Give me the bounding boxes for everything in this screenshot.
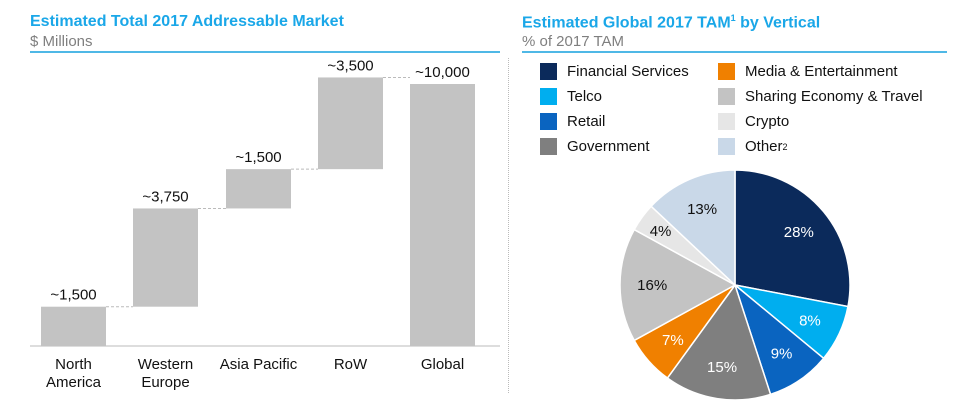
legend-label: Financial Services: [567, 63, 689, 80]
slice-label: 8%: [799, 312, 821, 329]
legend-swatch: [718, 63, 735, 80]
legend-label: Other: [745, 138, 783, 155]
legend-label: Crypto: [745, 113, 790, 130]
panel-separator: [508, 58, 509, 393]
waterfall-bar: [133, 208, 198, 307]
legend-item: Telco: [540, 87, 718, 106]
bar-value-label: ~3,500: [327, 57, 373, 74]
legend-label: Sharing Economy & Travel: [745, 88, 923, 105]
category-label: RoW: [334, 356, 368, 373]
category-label: America: [46, 374, 102, 391]
slice-label: 9%: [771, 345, 793, 362]
legend-label: Telco: [567, 88, 603, 105]
legend-item: Government: [540, 137, 718, 156]
pie-legend: Financial Services Media & Entertainment T…: [540, 62, 958, 156]
legend-item: Retail: [540, 112, 718, 131]
legend-label: Government: [567, 138, 650, 155]
category-label: Europe: [141, 374, 189, 391]
slice-label: 7%: [662, 332, 684, 349]
divider: [30, 51, 500, 53]
legend-item: Media & Entertainment: [718, 62, 958, 81]
waterfall-bar: [318, 77, 383, 170]
legend-swatch: [540, 113, 557, 130]
pie-subtitle: % of 2017 TAM: [522, 33, 624, 50]
category-label: North: [55, 356, 92, 373]
category-label: Asia Pacific: [220, 356, 298, 373]
legend-footnote: 2: [782, 141, 788, 152]
pie-title: Estimated Global 2017 TAM1 by Vertical: [522, 13, 821, 32]
waterfall-bar: [410, 84, 475, 346]
legend-swatch: [718, 113, 735, 130]
slice-label: 16%: [637, 277, 667, 294]
legend-label: Media & Entertainment: [745, 63, 898, 80]
slice-label: 15%: [707, 359, 737, 376]
bar-value-label: ~1,500: [50, 287, 96, 304]
pie-slice: [734, 169, 851, 308]
pie-slice: [619, 228, 737, 342]
bar-value-label: ~3,750: [142, 188, 188, 205]
legend-label: Retail: [567, 113, 606, 130]
pie-slice: [666, 283, 772, 400]
legend-item: Sharing Economy & Travel: [718, 87, 958, 106]
waterfall-title: Estimated Total 2017 Addressable Market: [30, 13, 344, 30]
legend-swatch: [718, 138, 735, 155]
legend-item: Financial Services: [540, 62, 718, 81]
legend-item: Crypto: [718, 112, 958, 131]
waterfall-bar: [226, 169, 291, 209]
bar-value-label: ~10,000: [415, 64, 470, 81]
category-label: Western: [138, 356, 194, 373]
pie-slice: [650, 169, 736, 287]
slice-label: 4%: [650, 223, 672, 240]
waterfall-bar: [41, 306, 106, 346]
legend-swatch: [718, 88, 735, 105]
legend-swatch: [540, 138, 557, 155]
slice-label: 13%: [687, 201, 717, 218]
bar-value-label: ~1,500: [235, 149, 281, 166]
divider: [522, 51, 947, 53]
legend-swatch: [540, 88, 557, 105]
category-label: Global: [421, 356, 464, 373]
waterfall-subtitle: $ Millions: [30, 33, 93, 50]
legend-item: Other 2: [718, 137, 958, 156]
slice-label: 28%: [784, 224, 814, 241]
legend-swatch: [540, 63, 557, 80]
